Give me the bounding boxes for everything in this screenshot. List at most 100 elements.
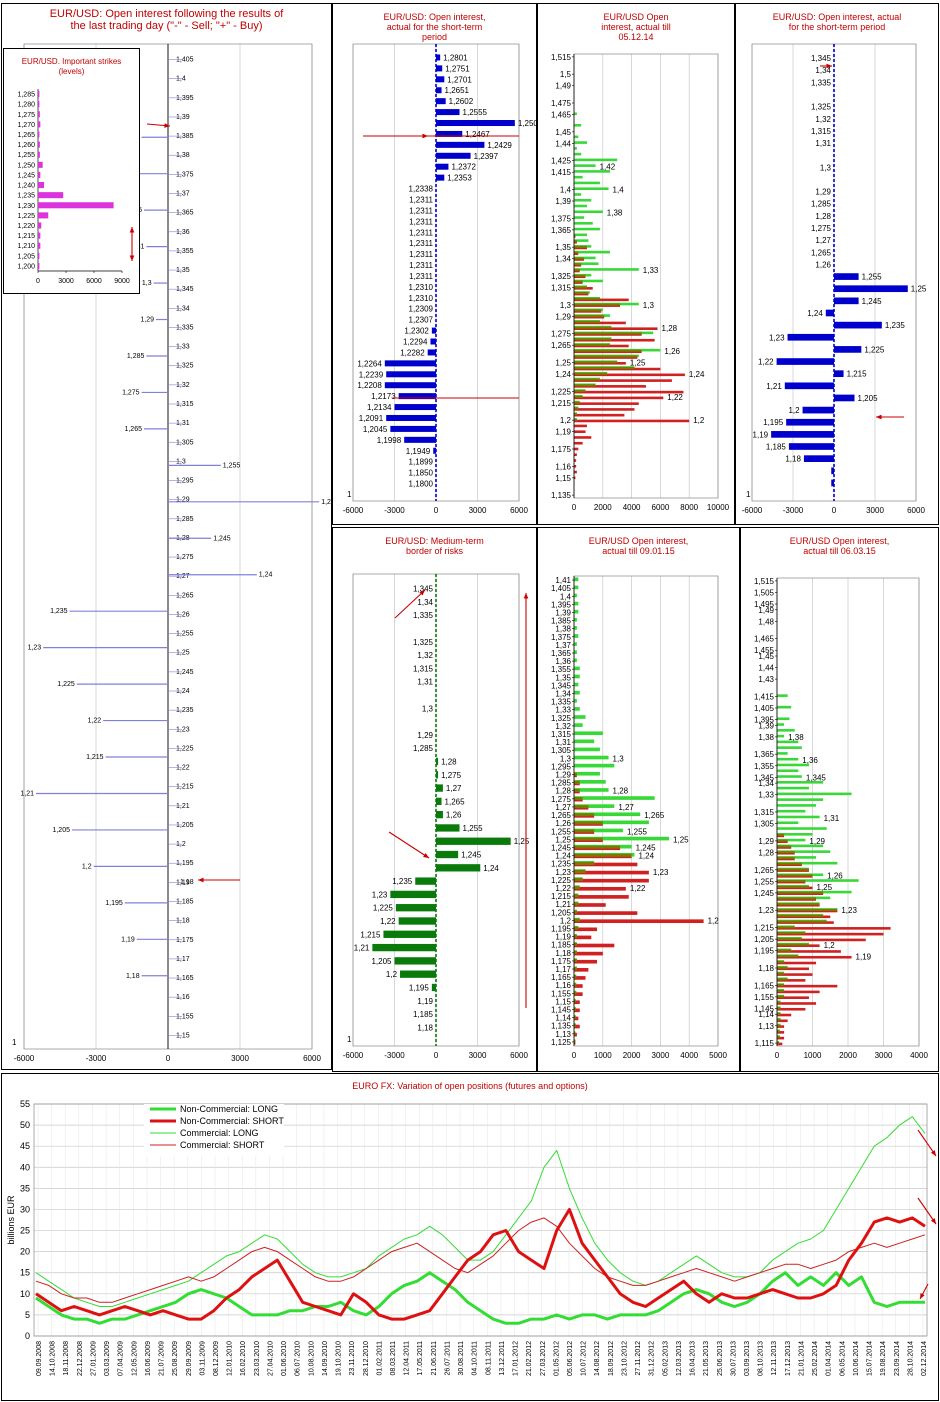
bar-label: 1,225	[373, 904, 394, 913]
x-tick-label: 0	[36, 278, 40, 285]
bar-label: 1,325	[811, 103, 832, 112]
series-line	[35, 1217, 926, 1303]
y-tick-label: 1,395	[754, 716, 775, 725]
bar-short	[777, 955, 852, 959]
bar-label: 1,23	[28, 645, 42, 652]
y-tick-label: 1,29	[555, 312, 571, 321]
arrow-label: 1,18	[180, 879, 194, 886]
bar-label: 1,245	[461, 851, 482, 860]
bar-short	[574, 327, 658, 330]
y-tick-label: 1,515	[754, 577, 775, 586]
y-tick-label: 1,29	[758, 837, 774, 846]
bar-overlap	[574, 1023, 576, 1027]
x-tick-label: 01.06.2010	[281, 1341, 288, 1376]
bar	[436, 130, 463, 137]
y-tick-label: 1,41	[555, 576, 571, 585]
x-tick-label: 06.05.2014	[839, 1341, 846, 1376]
bar-overlap	[777, 955, 799, 958]
bar-label: 1,21	[766, 382, 782, 391]
bar-short	[777, 1025, 785, 1028]
bar-label: 1,345	[811, 54, 832, 63]
strike-label: 1,405	[176, 57, 194, 64]
x-tick-label: -3000	[86, 1054, 107, 1063]
y-tick-label: 1,215	[551, 399, 572, 408]
y-tick-label: 1,165	[754, 981, 775, 990]
bar-label: 1,245	[862, 297, 883, 306]
x-tick-label: 25.02.2014	[812, 1341, 819, 1376]
y-tick-label: 1,275	[551, 330, 572, 339]
data-label: 1,38	[788, 733, 804, 742]
bar-short	[574, 413, 625, 417]
bar	[436, 76, 445, 83]
bar	[436, 850, 459, 859]
bar-short	[574, 436, 592, 439]
bar-short	[574, 1000, 580, 1005]
bar-overlap	[574, 926, 579, 930]
bar-short	[574, 895, 629, 899]
bar-short	[574, 269, 580, 273]
bar-label: 1,2239	[359, 370, 384, 379]
y-axis-label: billions EUR	[6, 1195, 16, 1245]
bar-long	[574, 747, 600, 752]
strike-label: 1,32	[176, 382, 190, 389]
bar-long	[574, 658, 577, 663]
bar-short	[777, 880, 806, 884]
bar	[803, 455, 834, 462]
bar-long	[574, 609, 579, 614]
bar-overlap	[574, 991, 577, 995]
bar-label: 1,27	[815, 236, 831, 245]
bar-overlap	[574, 274, 586, 277]
bar-label: 1,29	[140, 317, 154, 324]
bar-short	[574, 1008, 580, 1013]
chart-p8: 0 5 10 15 20 25 30 35 40 45 50 55 09.09.2008 14.10.20…	[6, 1099, 937, 1376]
bar-label: 1,265	[811, 248, 832, 257]
bar-label: 1,205	[858, 394, 879, 403]
strike-label: 1,34	[176, 305, 190, 312]
x-tick-label: 21.06.2011	[431, 1341, 438, 1376]
bar-label: 1,2801	[443, 53, 468, 62]
bar-overlap	[574, 263, 582, 266]
bar-short	[574, 935, 592, 940]
x-tick-label: 08.10.2013	[758, 1341, 765, 1376]
bar-overlap	[777, 845, 792, 848]
x-tick-label: 12.01.2010	[227, 1341, 234, 1376]
bar-long	[574, 731, 603, 736]
bar-overlap	[574, 967, 577, 971]
panel-title: EUR/USD: Open interest, actual for the s…	[772, 12, 902, 32]
bar-overlap	[574, 280, 583, 283]
bar	[404, 436, 436, 443]
bar-long	[777, 746, 802, 749]
arrow-1-22-head	[876, 414, 882, 420]
strike-label: 1,39	[176, 114, 190, 121]
bar-short	[777, 1031, 785, 1034]
bar-label: 1,245	[213, 535, 231, 542]
bar	[436, 810, 443, 819]
bar	[38, 182, 45, 189]
bar	[436, 109, 460, 116]
bar-overlap	[574, 975, 577, 979]
bar-short	[574, 453, 577, 457]
bar	[384, 382, 436, 389]
bar-short	[777, 857, 795, 861]
bar-overlap	[574, 240, 577, 243]
bar-label: 1,31	[417, 678, 433, 687]
y-tick-label: 1,275	[17, 112, 35, 119]
bar	[436, 824, 460, 832]
bar-label: 1,2311	[409, 250, 433, 259]
y-tick-label: 1,335	[551, 698, 572, 707]
x-tick-label: 1000	[804, 1051, 822, 1060]
panel-title: EUR/USD: Open interest, actual for the s…	[383, 12, 486, 42]
bar-overlap	[777, 833, 785, 836]
arrow-down-right	[388, 831, 430, 859]
bar-overlap	[574, 1040, 576, 1044]
arrow-1-34-head	[826, 63, 832, 69]
y-tick-label: 1,39	[555, 608, 571, 617]
bar-label: 1,26	[446, 811, 462, 820]
bar	[400, 970, 436, 978]
bar-overlap	[574, 413, 577, 416]
data-label: 1,2	[824, 941, 836, 950]
y-tick-label: 50	[20, 1120, 30, 1130]
bar-label: 1,2311	[409, 272, 433, 281]
x-tick-label: 3000	[231, 1054, 249, 1063]
bar-long	[574, 233, 587, 237]
